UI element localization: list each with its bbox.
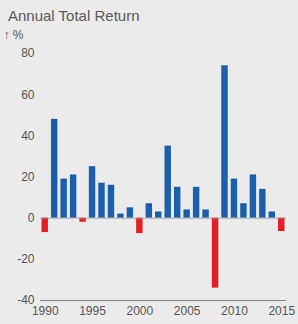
svg-text:60: 60 <box>21 88 35 102</box>
svg-text:2000: 2000 <box>126 304 153 318</box>
svg-text:40: 40 <box>21 129 35 143</box>
svg-text:2005: 2005 <box>174 304 201 318</box>
svg-text:2015: 2015 <box>268 304 295 318</box>
svg-text:1995: 1995 <box>79 304 106 318</box>
svg-text:-40: -40 <box>17 293 35 308</box>
svg-text:↑ %: ↑ % <box>4 28 24 42</box>
svg-text:20: 20 <box>21 170 35 184</box>
svg-text:-20: -20 <box>17 252 35 266</box>
svg-text:2010: 2010 <box>221 304 248 318</box>
svg-text:0: 0 <box>28 211 35 225</box>
svg-text:1990: 1990 <box>32 304 59 318</box>
html-text:Annual Total Return: Annual Total Return <box>8 7 140 24</box>
svg-text:80: 80 <box>21 46 35 60</box>
